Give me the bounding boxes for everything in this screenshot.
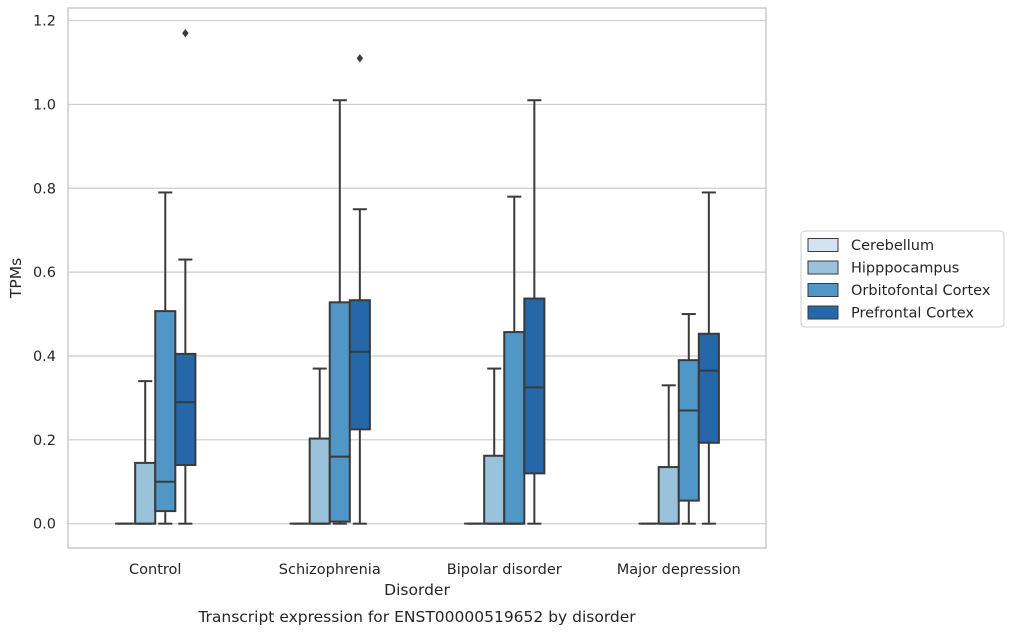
legend-frame bbox=[800, 230, 1005, 328]
outlier-point bbox=[182, 28, 189, 38]
legend: Cerebellum Hipppocampus Orbitofontal Corte… bbox=[800, 230, 1005, 328]
box-3-0 bbox=[174, 28, 197, 525]
box-body bbox=[523, 297, 546, 475]
y-tick-label: 0.2 bbox=[33, 433, 56, 449]
y-tick-label: 0.8 bbox=[33, 181, 56, 197]
box-body bbox=[677, 359, 700, 502]
legend-swatch bbox=[807, 260, 839, 275]
x-tick-label: Schizophrenia bbox=[279, 562, 381, 578]
box-1-0 bbox=[134, 380, 157, 525]
legend-label: Hipppocampus bbox=[851, 261, 959, 277]
x-tick-label: Control bbox=[129, 562, 181, 578]
box-body bbox=[174, 352, 197, 466]
x-axis-title: Disorder bbox=[384, 581, 450, 599]
y-tick-label: 0.0 bbox=[33, 517, 56, 533]
box-body bbox=[308, 437, 331, 525]
box-2-2 bbox=[503, 195, 526, 525]
legend-label: Prefrontal Cortex bbox=[851, 306, 974, 322]
legend-label: Cerebellum bbox=[851, 238, 934, 254]
y-tick-label: 0.4 bbox=[33, 349, 56, 365]
legend-swatch bbox=[807, 283, 839, 297]
box-body bbox=[134, 461, 157, 525]
box-body bbox=[503, 331, 526, 525]
box-body bbox=[328, 301, 351, 523]
y-tick-label: 1.0 bbox=[33, 97, 56, 113]
legend-label: Orbitofontal Cortex bbox=[851, 283, 991, 299]
boxes-layer bbox=[115, 28, 720, 525]
legend-swatch bbox=[807, 305, 839, 320]
y-tick-label: 1.2 bbox=[33, 14, 56, 30]
chart-caption: Transcript expression for ENST0000051965… bbox=[197, 608, 636, 626]
box-3-1 bbox=[348, 54, 371, 525]
y-tick-label: 0.6 bbox=[33, 265, 56, 281]
x-tick-label: Major depression bbox=[617, 562, 741, 578]
legend-swatch bbox=[807, 238, 839, 252]
box-3-3 bbox=[697, 191, 720, 525]
outlier-point bbox=[356, 54, 364, 63]
box-1-1 bbox=[308, 367, 331, 525]
box-1-2 bbox=[483, 367, 506, 525]
box-2-1 bbox=[328, 99, 351, 525]
box-3-2 bbox=[523, 99, 546, 525]
y-tick-labels: 0.0 0.2 0.4 0.6 0.8 1.0 1.2 bbox=[33, 14, 56, 533]
x-tick-labels: Control Schizophrenia Bipolar disorder Majo… bbox=[129, 562, 741, 578]
plot-frame bbox=[67, 7, 767, 549]
y-axis-title: TPMs bbox=[7, 258, 25, 299]
box-body bbox=[657, 466, 680, 525]
x-tick-label: Bipolar disorder bbox=[447, 562, 562, 578]
box-body bbox=[483, 454, 506, 525]
box-body bbox=[697, 332, 720, 444]
box-body bbox=[348, 299, 371, 431]
